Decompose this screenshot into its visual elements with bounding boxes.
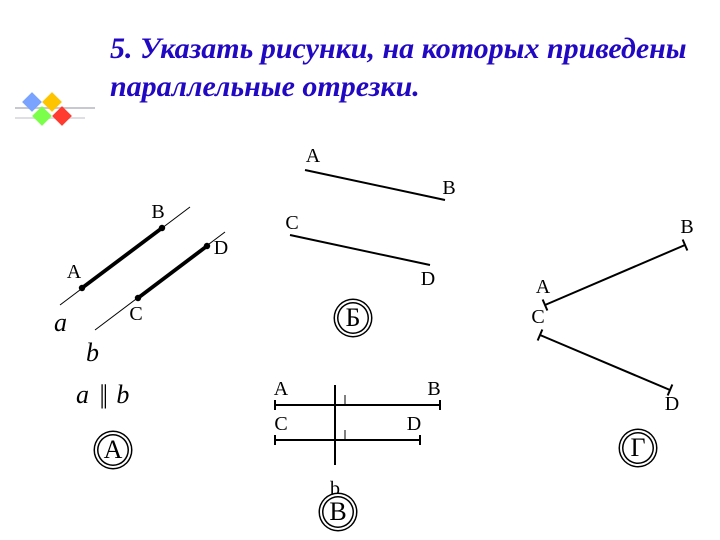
option-badge-g-label: Г: [630, 433, 645, 463]
option-badge-a-label: А: [104, 435, 123, 465]
option-badge-b-label: Б: [346, 303, 361, 333]
svg-text:D: D: [665, 393, 679, 415]
option-badge-b: Б: [335, 300, 371, 336]
option-badge-v: В: [320, 494, 356, 530]
svg-text:A: A: [536, 276, 551, 298]
svg-text:C: C: [531, 306, 544, 328]
option-badge-v-label: В: [329, 497, 346, 527]
option-badge-a: А: [95, 432, 131, 468]
svg-text:B: B: [680, 216, 693, 238]
option-badge-g: Г: [620, 430, 656, 466]
